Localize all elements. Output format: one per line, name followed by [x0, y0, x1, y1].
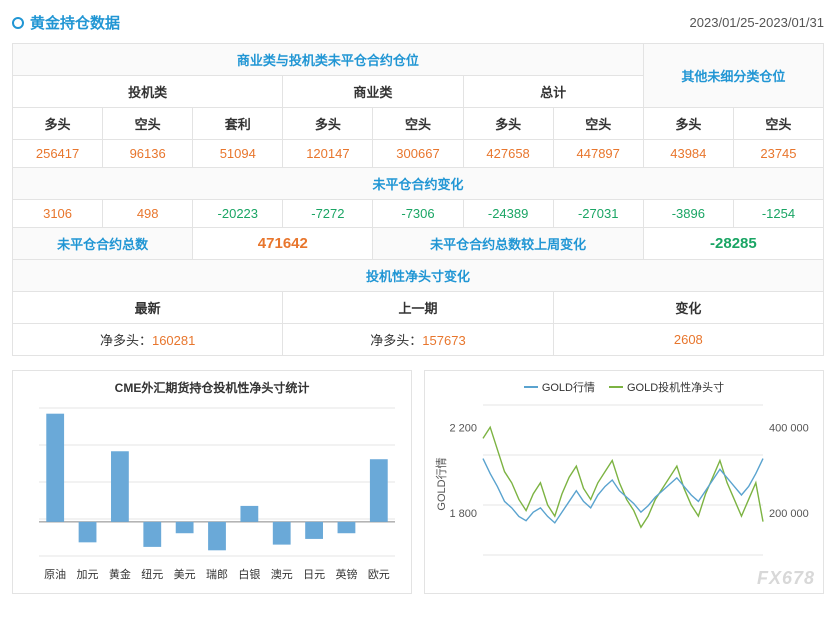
line-chart-box: GOLD行情 GOLD投机性净头寸 2 200 1 800 400 000 200 0… [424, 370, 824, 594]
total-open-label: 未平仓合约总数 [13, 228, 193, 260]
svg-text:200 000: 200 000 [769, 508, 809, 520]
bar-chart-title: CME外汇期货持仓投机性净头寸统计 [21, 379, 403, 396]
svg-text:原油: 原油 [44, 567, 66, 581]
net-latest-prefix: 净多头： [100, 333, 152, 348]
cell: -3896 [643, 200, 733, 228]
other-header: 其他未细分类仓位 [643, 44, 823, 108]
net-change-val: 2608 [553, 324, 823, 356]
cell: 427658 [463, 140, 553, 168]
svg-text:白银: 白银 [238, 567, 260, 581]
svg-text:1 800: 1 800 [449, 508, 477, 520]
net-latest-val: 160281 [152, 333, 195, 348]
col-long: 多头 [643, 108, 733, 140]
cell: 447897 [553, 140, 643, 168]
wow-label: 未平仓合约总数较上周变化 [373, 228, 643, 260]
cell: 96136 [103, 140, 193, 168]
col-long: 多头 [463, 108, 553, 140]
change-header: 未平仓合约变化 [13, 168, 824, 200]
watermark: FX678 [757, 568, 815, 589]
cell: 51094 [193, 140, 283, 168]
svg-text:GOLD行情: GOLD行情 [435, 457, 448, 510]
bar-chart-svg: 原油加元黄金纽元美元瑞郎白银澳元日元英镑欧元 [21, 402, 401, 582]
cell: 256417 [13, 140, 103, 168]
col-short: 空头 [373, 108, 463, 140]
svg-text:英镑: 英镑 [335, 567, 357, 581]
net-prev-label: 上一期 [283, 292, 553, 324]
line-chart-svg: 2 200 1 800 400 000 200 000 GOLD行情 [433, 399, 813, 569]
svg-text:澳元: 澳元 [271, 568, 293, 581]
group-header: 商业类与投机类未平仓合约仓位 [13, 44, 644, 76]
cell: 3106 [13, 200, 103, 228]
svg-text:日元: 日元 [303, 569, 325, 581]
svg-text:400 000: 400 000 [769, 423, 809, 435]
cell: -27031 [553, 200, 643, 228]
net-change-label: 变化 [553, 292, 823, 324]
svg-text:欧元: 欧元 [368, 568, 390, 581]
svg-text:加元: 加元 [77, 568, 99, 581]
cell: -20223 [193, 200, 283, 228]
net-prev-prefix: 净多头： [370, 333, 422, 348]
cell: 300667 [373, 140, 463, 168]
net-latest-label: 最新 [13, 292, 283, 324]
date-range: 2023/01/25-2023/01/31 [690, 15, 824, 30]
legend-label: GOLD行情 [542, 379, 595, 395]
col-long: 多头 [283, 108, 373, 140]
cat-comm: 商业类 [283, 76, 463, 108]
page-header: 黄金持仓数据 2023/01/25-2023/01/31 [12, 12, 824, 33]
line-chart-legend: GOLD行情 GOLD投机性净头寸 [433, 379, 815, 395]
cell: 120147 [283, 140, 373, 168]
wow-value: -28285 [643, 228, 823, 260]
cell: -7272 [283, 200, 373, 228]
legend-label: GOLD投机性净头寸 [627, 379, 724, 395]
page-title: 黄金持仓数据 [30, 12, 120, 33]
legend-swatch-icon [609, 386, 623, 388]
col-short: 空头 [733, 108, 823, 140]
col-short: 空头 [553, 108, 643, 140]
bar-chart-box: CME外汇期货持仓投机性净头寸统计 原油加元黄金纽元美元瑞郎白银澳元日元英镑欧元 [12, 370, 412, 594]
cat-total: 总计 [463, 76, 643, 108]
total-open-value: 471642 [193, 228, 373, 260]
title-group: 黄金持仓数据 [12, 12, 120, 33]
charts-row: CME外汇期货持仓投机性净头寸统计 原油加元黄金纽元美元瑞郎白银澳元日元英镑欧元… [12, 370, 824, 594]
cat-spec: 投机类 [13, 76, 283, 108]
bullet-icon [12, 17, 24, 29]
svg-text:2 200: 2 200 [449, 423, 477, 435]
net-header: 投机性净头寸变化 [13, 260, 824, 292]
svg-text:瑞郎: 瑞郎 [206, 567, 228, 581]
cell: 498 [103, 200, 193, 228]
net-prev-cell: 净多头：157673 [283, 324, 553, 356]
legend-swatch-icon [524, 386, 538, 388]
cell: 23745 [733, 140, 823, 168]
legend-item: GOLD行情 [524, 379, 595, 395]
col-short: 空头 [103, 108, 193, 140]
cell: -24389 [463, 200, 553, 228]
col-long: 多头 [13, 108, 103, 140]
net-latest-cell: 净多头：160281 [13, 324, 283, 356]
positions-table: 商业类与投机类未平仓合约仓位 其他未细分类仓位 投机类 商业类 总计 多头 空头… [12, 43, 824, 356]
svg-text:黄金: 黄金 [109, 567, 131, 581]
cell: -7306 [373, 200, 463, 228]
svg-text:纽元: 纽元 [141, 567, 163, 581]
cell: -1254 [733, 200, 823, 228]
svg-text:美元: 美元 [174, 568, 196, 581]
col-arb: 套利 [193, 108, 283, 140]
net-prev-val: 157673 [422, 333, 465, 348]
legend-item: GOLD投机性净头寸 [609, 379, 724, 395]
cell: 43984 [643, 140, 733, 168]
